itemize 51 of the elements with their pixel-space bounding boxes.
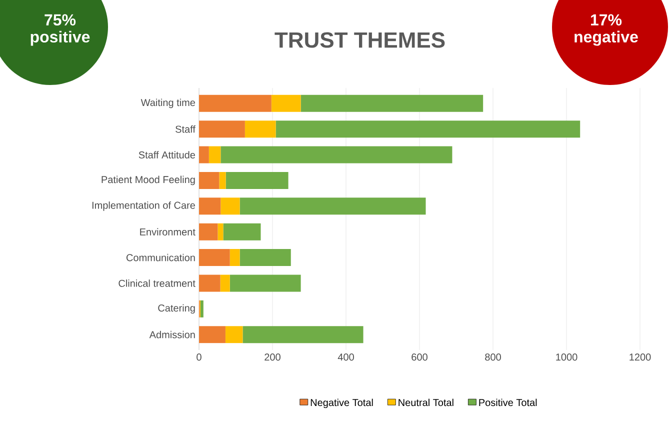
bar	[230, 249, 240, 266]
bar	[199, 198, 221, 215]
y-tick-label: Patient Mood Feeling	[102, 176, 195, 186]
y-tick-label: Catering	[158, 304, 195, 314]
text: 75% positive	[30, 14, 90, 46]
bar	[199, 249, 230, 266]
legend-label: Positive Total	[479, 398, 537, 406]
bar	[225, 326, 243, 344]
bar	[199, 172, 220, 189]
bar	[199, 223, 218, 240]
y-tick-label: Clinical treatment	[118, 280, 196, 287]
chart-title: TRUST THEMES	[274, 32, 445, 48]
bar	[271, 94, 301, 112]
y-tick-label: Waiting time	[140, 98, 196, 108]
bar	[199, 274, 220, 292]
x-tick-label: 800	[485, 354, 501, 361]
bar	[244, 120, 276, 138]
bar	[220, 146, 452, 164]
y-tick-label: Implementation of Care	[92, 202, 195, 211]
legend-label: Neutral Total	[398, 398, 454, 406]
bar	[240, 249, 291, 266]
bar	[218, 223, 224, 240]
bar	[199, 120, 245, 138]
bar	[240, 198, 426, 215]
bar	[220, 274, 230, 292]
bar	[300, 94, 484, 112]
bar	[226, 172, 288, 189]
bar	[200, 300, 204, 318]
x-tick-label: 1200	[630, 354, 651, 361]
x-tick-label: 400	[338, 354, 354, 361]
bar	[230, 274, 301, 292]
bar	[276, 120, 580, 138]
y-tick-label: Admission	[149, 330, 195, 338]
bar	[208, 146, 221, 164]
y-tick-label: Staff	[176, 125, 196, 133]
bar	[199, 326, 226, 344]
bar	[223, 223, 261, 240]
bar	[199, 146, 209, 164]
bar	[219, 172, 226, 189]
y-tick-label: Staff Attitude	[138, 151, 196, 158]
x-tick-label: 1000	[556, 354, 578, 361]
x-tick-label: 200	[264, 354, 280, 361]
y-tick-label: Communication	[126, 254, 195, 262]
bar	[242, 326, 364, 344]
x-tick-label: 600	[412, 354, 428, 361]
legend-label: Negative Total	[310, 398, 373, 408]
text: 17% negative	[574, 14, 638, 46]
bar	[220, 198, 240, 215]
y-tick-label: Environment	[140, 228, 196, 236]
bar	[199, 94, 272, 112]
x-tick-label: 0	[196, 354, 202, 361]
